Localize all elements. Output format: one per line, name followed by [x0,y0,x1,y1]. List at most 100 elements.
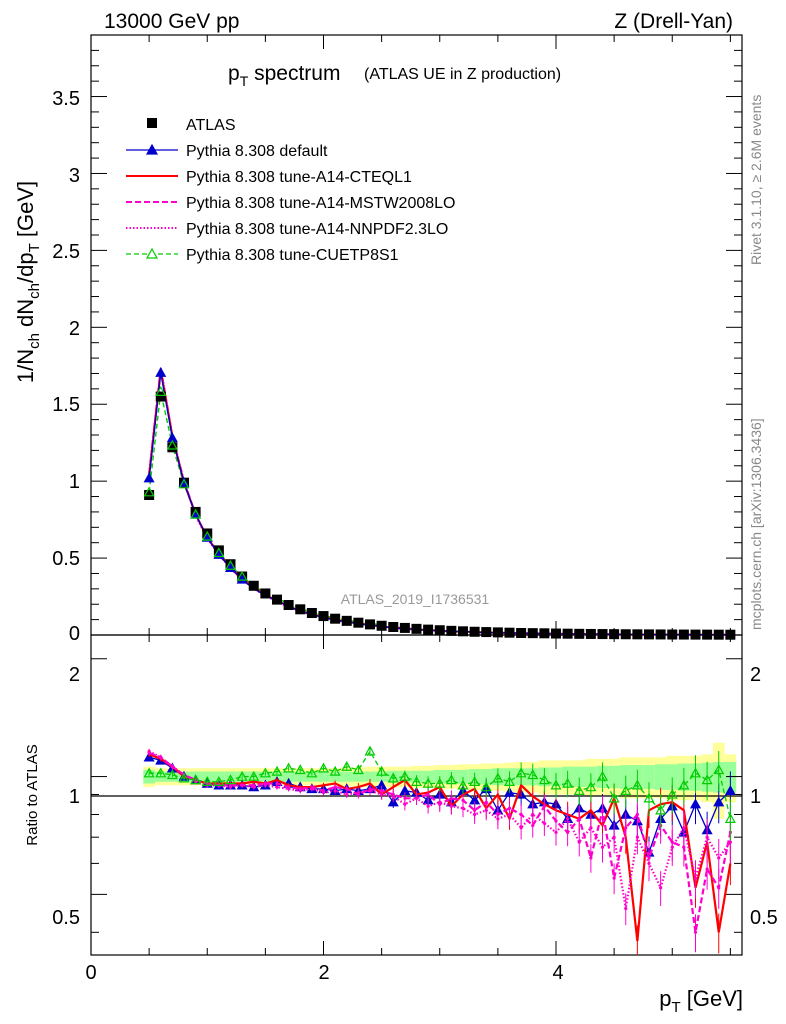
ratio-marker [399,770,411,781]
ratio-marker [550,779,562,790]
ratio-marker [426,804,430,808]
series-marker [143,472,155,483]
ratio-marker [275,785,279,789]
ratio-marker [682,845,686,849]
legend-label: Pythia 8.308 tune-CUETP8S1 [186,247,399,264]
ratio-marker [368,789,372,793]
ratio-marker [224,774,237,785]
ratio-marker [600,845,605,849]
ratio-marker [655,804,667,815]
ratio-marker [306,767,318,778]
data-point [644,629,654,640]
data-point [713,629,724,640]
ratio-marker [693,930,698,934]
y-tick-label: 2.5 [52,241,80,263]
x-tick-label: 2 [318,962,329,984]
y-tick-label: 0.5 [52,548,80,570]
ratio-marker [426,792,430,797]
series-marker [190,508,202,519]
data-point [306,608,317,618]
x-tick-label: 0 [85,962,96,984]
ratio-marker [345,792,349,797]
data-point [260,588,271,599]
ratio-marker [391,794,395,798]
series-marker [236,570,248,581]
y-tick-label: 1.5 [52,394,80,416]
series-marker [236,573,248,584]
ratio-marker [659,886,663,890]
legend-label: Pythia 8.308 tune-A14-CTEQL1 [186,169,412,186]
ratio-axis-label: Ratio to ATLAS [24,744,41,845]
ratio-band-inner [364,771,376,782]
ratio-band-inner [480,769,493,785]
data-point [155,391,166,402]
data-point [481,627,492,638]
ratio-marker [693,876,698,880]
data-point [678,629,689,640]
y-tick-label: 1 [69,471,80,493]
ratio-marker [240,783,244,787]
data-point [469,626,480,637]
data-point [167,442,178,453]
ratio-marker [542,804,546,808]
ratio-marker [647,861,651,865]
ratio-marker [294,764,306,775]
data-point [690,629,701,640]
y-tick-label: 2 [69,318,80,340]
data-point [667,629,678,640]
header-process-label: Z (Drell-Yan) [614,10,733,33]
legend-marker [145,247,159,259]
data-point [283,600,294,610]
ratio-marker [717,856,721,860]
ratio-marker [713,796,725,807]
legend-symbol [147,118,157,128]
ratio-marker [345,787,349,791]
legend-label: Pythia 8.308 tune-A14-NNPDF2.3LO [186,221,448,238]
data-point [620,629,631,640]
ratio-marker [527,769,539,780]
ratio-marker [248,770,260,781]
x-axis-label: pT [GeV] [659,986,743,1016]
ratio-marker [469,776,481,786]
legend: ATLAS Pythia 8.308 default Pythia 8.308 … [126,117,455,264]
ratio-marker [329,765,341,776]
ratio-marker [577,840,581,844]
ratio-marker [631,779,643,790]
ratio-marker [434,777,446,788]
ratio-tick-label-right: 1 [750,786,761,808]
ratio-marker [484,808,488,812]
ratio-marker [201,776,213,786]
data-point [388,622,399,632]
ratio-marker [213,776,225,786]
ratio-marker [596,770,609,781]
data-point [330,613,341,624]
data-point [527,628,538,639]
ratio-marker [717,886,721,890]
ratio-marker [566,817,570,821]
y-tick-label: 3 [69,165,80,187]
ratio-marker [643,792,655,803]
ratio-tick-label-left: 1 [69,786,80,808]
data-point [411,623,422,634]
series-marker [178,478,190,489]
ratio-band-inner [457,769,469,784]
legend-label: Pythia 8.308 tune-A14-MSTW2008LO [186,195,455,212]
data-point [446,625,457,636]
legend-label: ATLAS [186,117,236,134]
ratio-marker [612,876,616,880]
y-axis-label: 1/Nch dNch/dpT [GeV] [13,181,43,383]
ratio-band-inner [608,765,620,788]
ratio-marker [457,779,469,790]
ratio-marker [507,812,512,817]
ratio-marker [624,906,628,911]
ratio-marker [666,788,678,799]
ratio-marker [333,785,337,789]
ratio-marker [496,817,500,821]
ratio-marker [403,802,407,806]
ratio-marker [352,764,364,775]
ratio-marker [143,767,155,778]
data-point [341,615,352,626]
data-point [295,604,306,615]
data-point [318,611,329,622]
ratio-marker [228,785,233,789]
